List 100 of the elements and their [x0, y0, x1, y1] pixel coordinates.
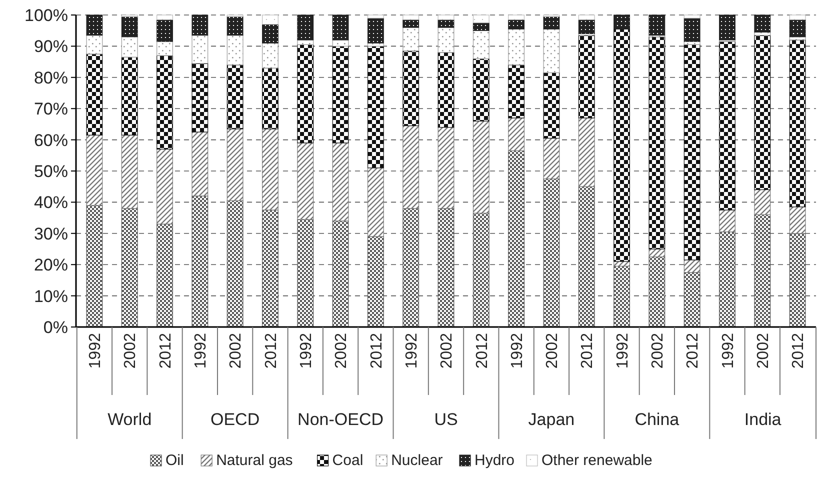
- bar: [297, 14, 314, 40]
- bar: [438, 52, 454, 128]
- bar: [472, 120, 490, 214]
- bar: [402, 19, 420, 28]
- bar: [472, 58, 490, 122]
- bar: [86, 14, 103, 36]
- bar: [192, 34, 208, 64]
- x-tick-label: 2002: [333, 332, 350, 369]
- bar: [262, 14, 278, 25]
- bar: [578, 19, 595, 34]
- x-tick-label: 2002: [228, 332, 245, 369]
- x-tick-label: 2002: [544, 332, 562, 369]
- legend-label: Coal: [332, 452, 364, 469]
- legend-label: Hydro: [474, 452, 515, 469]
- text: India: [744, 410, 782, 429]
- bar: [402, 125, 420, 209]
- bar: [156, 19, 173, 42]
- x-tick-label: 1992: [614, 332, 632, 369]
- bar: [578, 34, 595, 118]
- bar: [543, 178, 560, 328]
- bar: [508, 14, 525, 20]
- bar: [192, 196, 208, 328]
- bar: [367, 168, 384, 237]
- bar: [578, 14, 595, 20]
- y-tick-label: 0%: [43, 318, 68, 337]
- bar: [543, 16, 560, 30]
- bar: [438, 127, 454, 209]
- bar: [367, 46, 384, 168]
- text: China: [634, 410, 680, 429]
- x-tick-label: 1992: [87, 332, 104, 369]
- y-tick-label: 10%: [34, 286, 68, 306]
- x-tick-label: 1992: [508, 332, 526, 369]
- x-tick-label: 1992: [720, 332, 737, 369]
- text: US: [434, 410, 458, 429]
- bar: [543, 72, 560, 139]
- x-tick-label: 1992: [298, 332, 315, 369]
- x-tick-label: 2012: [262, 332, 280, 369]
- y-tick-label: 80%: [34, 68, 68, 88]
- bar: [226, 16, 244, 36]
- bar: [684, 14, 700, 18]
- bar: [684, 44, 700, 260]
- bar: [508, 28, 525, 66]
- bar: [332, 142, 349, 222]
- bar: [262, 24, 278, 44]
- x-tick-label: 2012: [157, 332, 174, 369]
- bar: [367, 14, 384, 18]
- bar: [472, 30, 490, 59]
- bar: [156, 148, 173, 224]
- x-tick-label: 2002: [754, 332, 772, 369]
- bar: [614, 14, 630, 30]
- bar: [648, 36, 666, 250]
- bar: [438, 14, 454, 20]
- bar: [789, 14, 806, 20]
- bar: [156, 55, 173, 150]
- bar: [156, 224, 173, 328]
- bar: [648, 248, 666, 258]
- bar: [402, 50, 420, 126]
- bar: [86, 54, 103, 136]
- bar: [192, 63, 208, 132]
- bar: [472, 22, 490, 31]
- bar: [789, 40, 806, 208]
- bar: [578, 186, 595, 328]
- bar: [438, 19, 454, 28]
- bar: [614, 28, 630, 262]
- bar: [402, 27, 420, 52]
- bar: [789, 36, 806, 40]
- x-tick-label: 2012: [684, 332, 702, 369]
- bar: [754, 14, 771, 32]
- bar: [508, 19, 525, 30]
- y-tick-label: 30%: [34, 224, 68, 244]
- bar: [332, 14, 349, 40]
- bar: [262, 42, 278, 68]
- bar: [297, 44, 314, 144]
- bar: [262, 68, 278, 130]
- x-tick-label: 2002: [122, 332, 140, 369]
- bar: [578, 118, 595, 187]
- bar: [121, 16, 138, 38]
- text: Japan: [528, 410, 575, 429]
- bar: [543, 138, 560, 180]
- text: Non-OECD: [298, 410, 384, 429]
- bar: [156, 41, 173, 56]
- bar: [367, 18, 384, 44]
- bar: [508, 118, 525, 152]
- x-tick-label: 2002: [650, 332, 667, 369]
- bar: [226, 34, 244, 66]
- bar: [754, 189, 771, 215]
- bar: [789, 206, 806, 234]
- y-tick-label: 90%: [34, 37, 68, 56]
- y-tick-label: 20%: [34, 256, 68, 275]
- bar: [472, 14, 490, 24]
- x-tick-label: 1992: [403, 332, 420, 369]
- y-tick-label: 50%: [34, 162, 68, 181]
- bar: [226, 128, 244, 201]
- legend-label: Nuclear: [391, 452, 443, 469]
- bar: [226, 64, 244, 130]
- bar: [332, 46, 349, 144]
- x-tick-label: 2012: [474, 332, 491, 369]
- text: OECD: [210, 410, 260, 429]
- bar: [754, 34, 771, 190]
- y-tick-label: 40%: [34, 193, 68, 212]
